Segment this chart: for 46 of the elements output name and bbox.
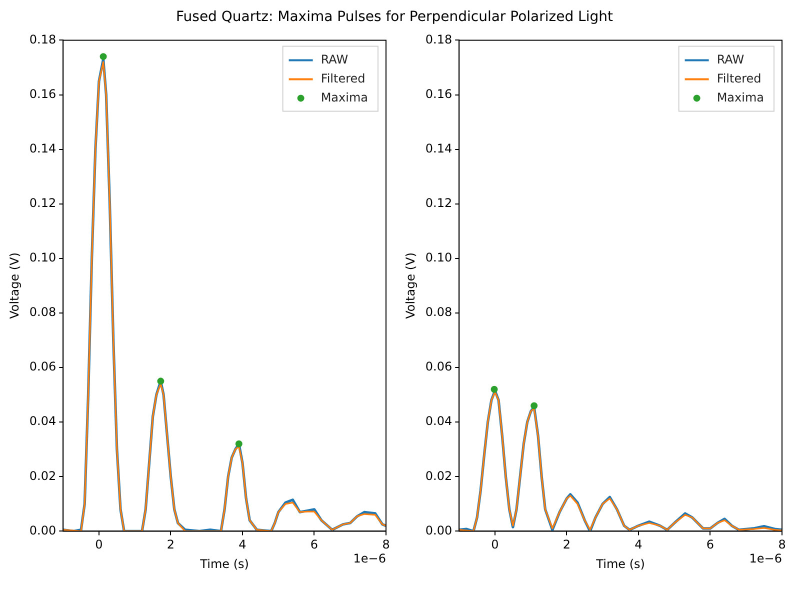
y-tick-label: 0.18 bbox=[425, 32, 452, 46]
x-tick-label: 0 bbox=[491, 538, 499, 552]
x-tick-label: 4 bbox=[238, 538, 246, 552]
legend-label: Filtered bbox=[320, 71, 366, 86]
y-tick-label: 0.06 bbox=[29, 360, 56, 374]
y-tick-label: 0.04 bbox=[425, 414, 452, 428]
y-tick-label: 0.06 bbox=[425, 360, 452, 374]
x-axis-title: Time (s) bbox=[595, 556, 645, 571]
y-tick-label: 0.18 bbox=[29, 32, 56, 46]
legend-label: Maxima bbox=[320, 90, 368, 104]
y-tick-label: 0.08 bbox=[29, 305, 56, 320]
y-tick-label: 0.12 bbox=[425, 196, 452, 210]
x-tick-label: 8 bbox=[778, 538, 786, 552]
legend-label: Maxima bbox=[716, 90, 764, 104]
x-tick-label: 6 bbox=[310, 538, 318, 552]
chart-title: Fused Quartz: Maxima Pulses for Perpendicular Polarized Light bbox=[174, 9, 614, 25]
legend-label: Filtered bbox=[716, 71, 762, 86]
point bbox=[157, 378, 164, 385]
x-tick-label: 8 bbox=[382, 538, 390, 552]
point bbox=[235, 440, 242, 448]
y-tick-label: 0.14 bbox=[425, 141, 452, 156]
y-tick-label: 0.00 bbox=[425, 523, 452, 538]
x-tick-label: 4 bbox=[634, 538, 642, 552]
y-tick-label: 0.00 bbox=[29, 523, 56, 538]
y-axis-title: Voltage (V) bbox=[7, 252, 22, 319]
text: 1e−6 bbox=[749, 551, 782, 566]
legend-label: RAW bbox=[320, 52, 348, 66]
y-tick-label: 0.02 bbox=[425, 468, 452, 483]
x-tick-label: 2 bbox=[562, 538, 571, 552]
y-tick-label: 0.12 bbox=[29, 196, 56, 210]
y-tick-label: 0.16 bbox=[29, 86, 56, 101]
point bbox=[100, 53, 107, 60]
x-axis-title: Time (s) bbox=[199, 556, 249, 571]
y-tick-label: 0.08 bbox=[425, 305, 452, 320]
x-tick-label: 2 bbox=[166, 538, 175, 552]
legend-label: RAW bbox=[716, 52, 744, 66]
y-tick-label: 0.16 bbox=[425, 86, 452, 101]
y-tick-label: 0.02 bbox=[29, 468, 56, 483]
y-tick-label: 0.04 bbox=[29, 414, 56, 428]
y-tick-label: 0.10 bbox=[425, 250, 452, 265]
y-tick-label: 0.14 bbox=[29, 141, 56, 156]
x-tick-label: 0 bbox=[95, 538, 103, 552]
text: 1e−6 bbox=[353, 551, 386, 566]
x-tick-label: 6 bbox=[706, 538, 714, 552]
y-tick-label: 0.10 bbox=[29, 250, 56, 265]
y-axis-title: Voltage (V) bbox=[403, 252, 418, 319]
